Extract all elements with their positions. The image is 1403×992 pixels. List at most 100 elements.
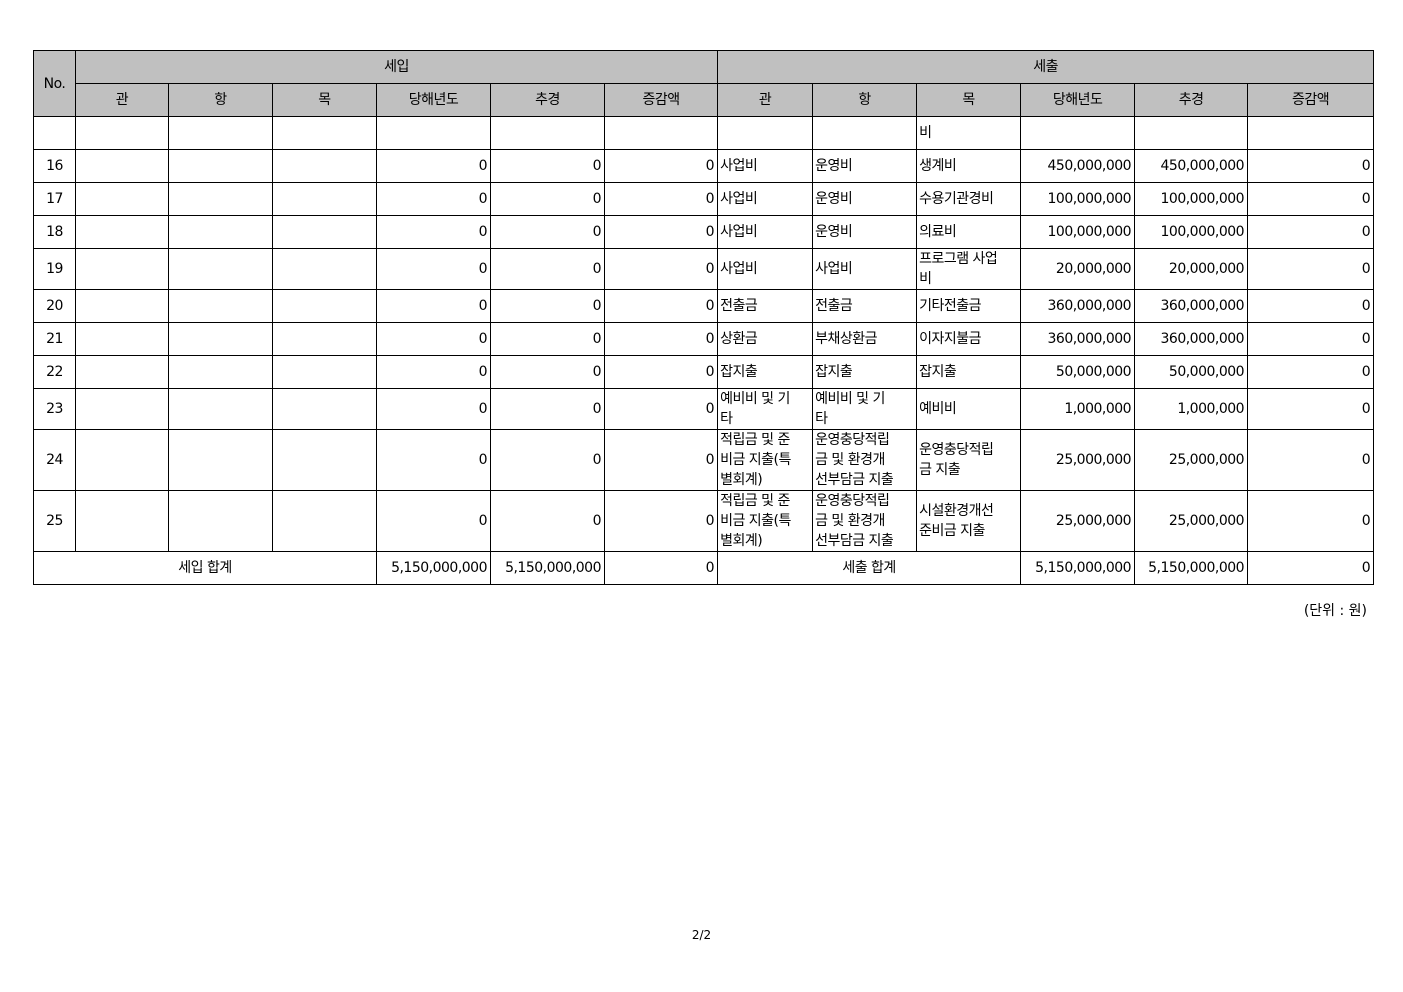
income-cell <box>75 429 169 491</box>
expense-cell: 0 <box>1247 322 1375 356</box>
income-cell: 0 <box>603 355 719 389</box>
table-row: 25 0 0 0 적립금 및 준 비금 지출(특 별회계) 운영충당적립 금 및 환경개 … <box>33 490 1375 552</box>
expense-cell: 50,000,000 <box>1020 355 1136 389</box>
expense-cell: 예비비 및 기 타 <box>812 388 918 430</box>
expense-col-header: 항 <box>812 83 918 117</box>
expense-cell: 20,000,000 <box>1134 248 1249 290</box>
table-row: 23 0 0 0 예비비 및 기 타 예비비 및 기 타 예비비 1,000,000 1,000… <box>33 388 1375 430</box>
income-cell <box>168 182 273 216</box>
expense-cell: 0 <box>1247 490 1375 552</box>
expense-cell: 450,000,000 <box>1134 149 1249 183</box>
income-cell <box>272 388 377 430</box>
income-cell <box>272 149 377 183</box>
expense-cell: 적립금 및 준 비금 지출(특 별회계) <box>717 490 814 552</box>
income-cell: 0 <box>376 388 491 430</box>
expense-total-label: 세출 합계 <box>717 551 1022 585</box>
page-number: 2/2 <box>691 928 712 942</box>
table-row: 비 <box>33 116 1375 150</box>
income-cell <box>168 215 273 249</box>
income-col-header: 추경 <box>490 83 605 117</box>
income-col-header: 당해년도 <box>376 83 491 117</box>
expense-cell: 생계비 <box>916 149 1022 183</box>
expense-cell: 잡지출 <box>916 355 1022 389</box>
table-row: 20 0 0 0 전출금 전출금 기타전출금 360,000,000 360,000,000 0 <box>33 289 1375 323</box>
expense-cell: 25,000,000 <box>1020 490 1136 552</box>
income-cell <box>168 289 273 323</box>
table-row: 22 0 0 0 잡지출 잡지출 잡지출 50,000,000 50,000,000 0 <box>33 355 1375 389</box>
expense-cell: 수용기관경비 <box>916 182 1022 216</box>
expense-cell: 잡지출 <box>717 355 814 389</box>
income-cell <box>75 355 169 389</box>
income-cell: 0 <box>490 182 605 216</box>
income-cell <box>272 182 377 216</box>
budget-table: No. 세입 세출 관 항 목 당해년도 추경 증감액 관 항 목 당해년도 추경 증감액 비 16 0 0… <box>33 50 1375 585</box>
income-cell <box>75 289 169 323</box>
expense-cell: 360,000,000 <box>1134 322 1249 356</box>
expense-col-header: 목 <box>916 83 1022 117</box>
income-cell: 0 <box>376 248 491 290</box>
expense-cell: 전출금 <box>812 289 918 323</box>
income-cell <box>75 322 169 356</box>
expense-cell: 25,000,000 <box>1134 490 1249 552</box>
expense-cell <box>1020 116 1136 150</box>
row-number: 18 <box>33 215 76 249</box>
income-cell: 0 <box>490 322 605 356</box>
income-cell <box>75 149 169 183</box>
income-cell: 0 <box>603 429 719 491</box>
income-total-label: 세입 합계 <box>33 551 377 585</box>
income-cell <box>168 490 273 552</box>
expense-cell: 전출금 <box>717 289 814 323</box>
income-cell <box>75 388 169 430</box>
expense-cell: 비 <box>916 116 1022 150</box>
income-cell: 0 <box>603 182 719 216</box>
expense-cell: 예비비 및 기 타 <box>717 388 814 430</box>
expense-cell: 1,000,000 <box>1020 388 1136 430</box>
income-total-value: 0 <box>603 551 719 585</box>
row-number: 20 <box>33 289 76 323</box>
table-row: 21 0 0 0 상환금 부채상환금 이자지불금 360,000,000 360,000,000… <box>33 322 1375 356</box>
expense-col-header: 증감액 <box>1247 83 1375 117</box>
income-cell <box>376 116 491 150</box>
unit-note: (단위 : 원) <box>1303 603 1367 619</box>
expense-col-header: 추경 <box>1134 83 1249 117</box>
expense-cell <box>812 116 918 150</box>
table-row: 17 0 0 0 사업비 운영비 수용기관경비 100,000,000 100,000,000 0 <box>33 182 1375 216</box>
expense-cell: 운영충당적립 금 지출 <box>916 429 1022 491</box>
income-cell: 0 <box>603 215 719 249</box>
income-cell <box>168 149 273 183</box>
income-cell <box>75 248 169 290</box>
expense-cell: 사업비 <box>717 149 814 183</box>
income-cell <box>75 182 169 216</box>
row-number: 22 <box>33 355 76 389</box>
expense-cell: 운영충당적립 금 및 환경개 선부담금 지출 <box>812 429 918 491</box>
income-cell <box>272 215 377 249</box>
row-number: 25 <box>33 490 76 552</box>
income-cell: 0 <box>376 429 491 491</box>
expense-cell: 운영비 <box>812 215 918 249</box>
expense-cell: 20,000,000 <box>1020 248 1136 290</box>
table-row: 18 0 0 0 사업비 운영비 의료비 100,000,000 100,000,000 0 <box>33 215 1375 249</box>
expense-cell: 450,000,000 <box>1020 149 1136 183</box>
expense-cell: 사업비 <box>717 215 814 249</box>
totals-row: 세입 합계 5,150,000,000 5,150,000,000 0 세출 합계 5,1… <box>33 551 1375 585</box>
income-cell: 0 <box>490 429 605 491</box>
expense-col-header: 당해년도 <box>1020 83 1136 117</box>
income-cell <box>272 355 377 389</box>
income-cell: 0 <box>490 248 605 290</box>
expense-cell: 기타전출금 <box>916 289 1022 323</box>
income-total-value: 5,150,000,000 <box>376 551 491 585</box>
expense-cell: 100,000,000 <box>1020 182 1136 216</box>
income-cell <box>75 116 169 150</box>
income-cell: 0 <box>490 149 605 183</box>
table-row: 24 0 0 0 적립금 및 준 비금 지출(특 별회계) 운영충당적립 금 및 환경개 … <box>33 429 1375 491</box>
income-cell <box>168 322 273 356</box>
income-cell <box>168 248 273 290</box>
income-cell <box>272 116 377 150</box>
expense-total-value: 5,150,000,000 <box>1134 551 1249 585</box>
income-cell <box>272 248 377 290</box>
expense-cell: 프로그램 사업 비 <box>916 248 1022 290</box>
income-cell: 0 <box>490 289 605 323</box>
expense-cell: 0 <box>1247 388 1375 430</box>
row-number: 19 <box>33 248 76 290</box>
expense-cell: 이자지불금 <box>916 322 1022 356</box>
